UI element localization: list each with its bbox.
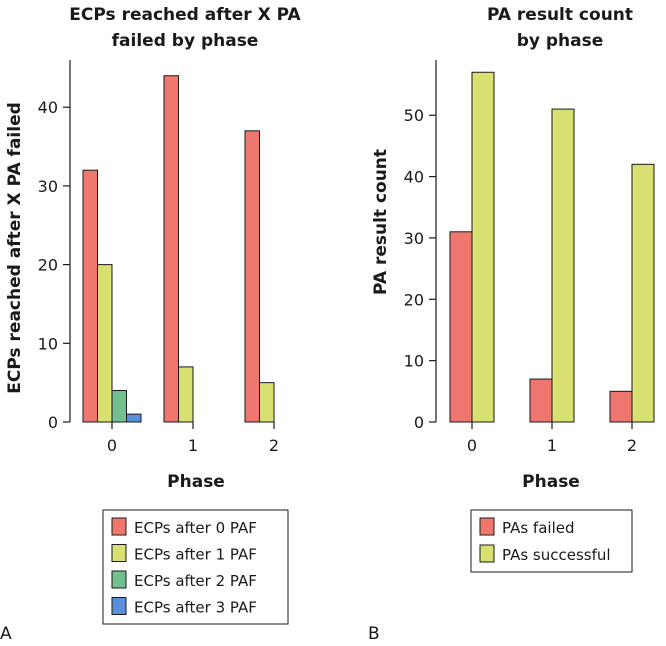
x-tick-label: 0 bbox=[107, 436, 117, 455]
panel-a-bars bbox=[82, 75, 275, 423]
bar-pas-failed-phase-0 bbox=[449, 231, 473, 423]
panel-a-x-axis-label: Phase bbox=[167, 472, 225, 492]
y-tick-label: 10 bbox=[404, 352, 424, 371]
bar-ecps-after-0-paf-phase-0 bbox=[82, 169, 98, 423]
panel-b-letter: B bbox=[368, 624, 380, 644]
y-tick-label: 30 bbox=[404, 229, 424, 248]
legend-swatch bbox=[479, 544, 495, 563]
x-tick-label: 2 bbox=[269, 436, 279, 455]
y-tick-label: 30 bbox=[38, 177, 58, 196]
panel-b-chart: PA result count by phase 0 10 20 30 40 50 0 1 2… bbox=[368, 5, 655, 644]
panel-a-x-ticks: 0 1 2 bbox=[107, 422, 279, 455]
legend-label: ECPs after 2 PAF bbox=[134, 572, 257, 590]
y-tick-label: 20 bbox=[404, 290, 424, 309]
legend-frame bbox=[102, 509, 289, 625]
bar-pas-failed-phase-2 bbox=[609, 390, 633, 423]
legend-frame bbox=[470, 509, 633, 573]
y-tick-label: 0 bbox=[48, 413, 58, 432]
bar-ecps-after-3-paf-phase-0 bbox=[126, 413, 142, 423]
legend-swatch bbox=[111, 597, 127, 615]
bar-ecps-after-1-paf-phase-0 bbox=[97, 264, 113, 423]
legend-label: ECPs after 1 PAF bbox=[134, 546, 257, 564]
x-tick-label: 1 bbox=[547, 436, 557, 455]
legend-label: PAs successful bbox=[502, 546, 611, 564]
panel-b-title-line-2: by phase bbox=[517, 31, 604, 51]
x-tick-label: 2 bbox=[627, 436, 637, 455]
bar-ecps-after-1-paf-phase-1 bbox=[178, 366, 194, 423]
panel-b-axes: 0 10 20 30 40 50 bbox=[404, 60, 437, 432]
y-tick-label: 40 bbox=[38, 98, 58, 117]
panel-b-title-line-1: PA result count bbox=[487, 5, 633, 25]
panel-b-x-axis-label: Phase bbox=[522, 472, 580, 492]
bar-ecps-after-1-paf-phase-2 bbox=[259, 382, 275, 423]
legend-swatch bbox=[111, 544, 127, 562]
panel-b-x-ticks: 0 1 2 bbox=[467, 422, 637, 455]
legend-label: ECPs after 0 PAF bbox=[134, 519, 257, 537]
bar-ecps-after-0-paf-phase-1 bbox=[163, 75, 179, 423]
x-tick-label: 1 bbox=[188, 436, 198, 455]
bar-pas-successful-phase-1 bbox=[551, 108, 575, 423]
panel-a-letter: A bbox=[0, 624, 12, 644]
panel-b-bars bbox=[449, 71, 655, 423]
panel-a-y-axis-label: ECPs reached after X PA failed bbox=[5, 102, 25, 394]
legend-label: PAs failed bbox=[502, 519, 575, 537]
y-tick-label: 40 bbox=[404, 168, 424, 187]
bar-pas-successful-phase-2 bbox=[631, 163, 655, 423]
panel-a-title-line-2: failed by phase bbox=[112, 31, 259, 51]
panel-a-axes: 0 10 20 30 40 bbox=[38, 60, 71, 432]
panel-a-legend: ECPs after 0 PAF ECPs after 1 PAF ECPs aft… bbox=[102, 509, 289, 625]
bar-pas-successful-phase-0 bbox=[471, 71, 495, 423]
y-tick-label: 0 bbox=[414, 413, 424, 432]
panel-a-title-line-1: ECPs reached after X PA bbox=[69, 5, 301, 25]
panel-b-legend: PAs failed PAs successful bbox=[470, 509, 633, 573]
bar-pas-failed-phase-1 bbox=[529, 378, 553, 423]
y-tick-label: 10 bbox=[38, 334, 58, 353]
legend-swatch bbox=[111, 570, 127, 589]
legend-swatch bbox=[111, 517, 127, 536]
legend-swatch bbox=[479, 517, 495, 536]
legend-label: ECPs after 3 PAF bbox=[134, 599, 257, 617]
bar-ecps-after-2-paf-phase-0 bbox=[111, 390, 127, 423]
bar-ecps-after-0-paf-phase-2 bbox=[244, 130, 260, 423]
y-tick-label: 50 bbox=[404, 106, 424, 125]
panel-b-y-axis-label: PA result count bbox=[371, 149, 391, 295]
y-tick-label: 20 bbox=[38, 256, 58, 275]
x-tick-label: 0 bbox=[467, 436, 477, 455]
panel-a-chart: ECPs reached after X PA failed by phase … bbox=[0, 5, 302, 644]
